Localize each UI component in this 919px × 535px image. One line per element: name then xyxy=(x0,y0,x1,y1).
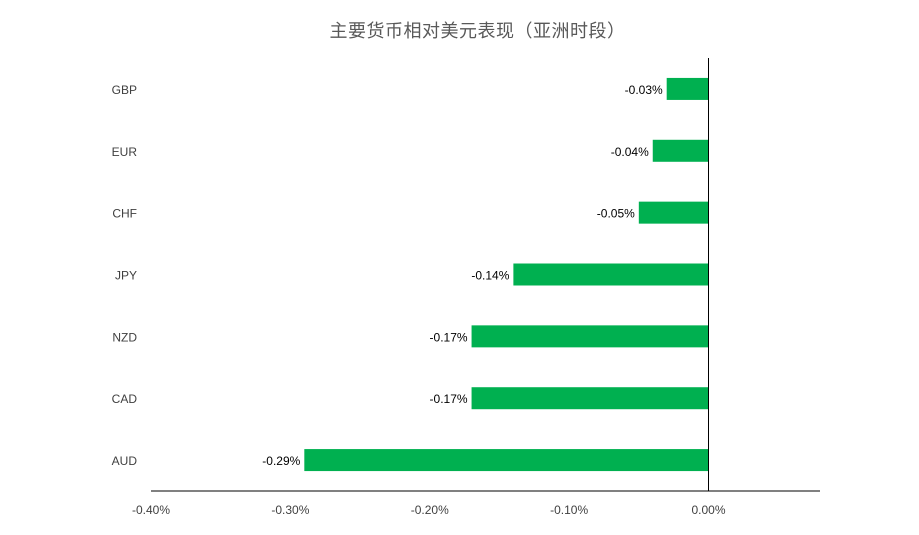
bar-nzd xyxy=(471,325,709,348)
data-label-nzd: -0.17% xyxy=(430,330,468,344)
bar-eur xyxy=(652,139,709,162)
bar-chf xyxy=(638,201,709,224)
category-label-jpy: JPY xyxy=(115,269,137,283)
data-label-aud: -0.29% xyxy=(262,454,300,468)
category-label-chf: CHF xyxy=(112,207,137,221)
bar-aud xyxy=(304,449,709,472)
category-label-aud: AUD xyxy=(112,454,138,468)
bars-layer xyxy=(304,77,709,472)
data-label-gbp: -0.03% xyxy=(625,83,663,97)
data-label-chf: -0.05% xyxy=(597,207,635,221)
category-label-eur: EUR xyxy=(112,145,138,159)
bar-gbp xyxy=(666,77,709,100)
data-label-jpy: -0.14% xyxy=(471,269,509,283)
axis-layer: -0.40% -0.30% -0.20% -0.10% 0.00% xyxy=(132,58,820,517)
x-tick-label: -0.10% xyxy=(550,503,588,517)
category-label-gbp: GBP xyxy=(112,83,137,97)
category-label-nzd: NZD xyxy=(112,330,137,344)
chart-title: 主要货币相对美元表现（亚洲时段） xyxy=(329,21,626,42)
data-label-eur: -0.04% xyxy=(611,145,649,159)
bar-jpy xyxy=(513,263,709,286)
category-labels-layer: GBP EUR CHF JPY NZD CAD AUD xyxy=(112,83,138,468)
bar-cad xyxy=(471,387,709,410)
x-tick-label: -0.30% xyxy=(271,503,309,517)
data-label-cad: -0.17% xyxy=(430,392,468,406)
data-labels-layer: -0.03% -0.04% -0.05% -0.14% -0.17% -0.17% -0.2… xyxy=(262,83,663,468)
category-label-cad: CAD xyxy=(112,392,138,406)
x-tick-label: -0.20% xyxy=(411,503,449,517)
x-tick-label: 0.00% xyxy=(691,503,725,517)
x-tick-label: -0.40% xyxy=(132,503,170,517)
